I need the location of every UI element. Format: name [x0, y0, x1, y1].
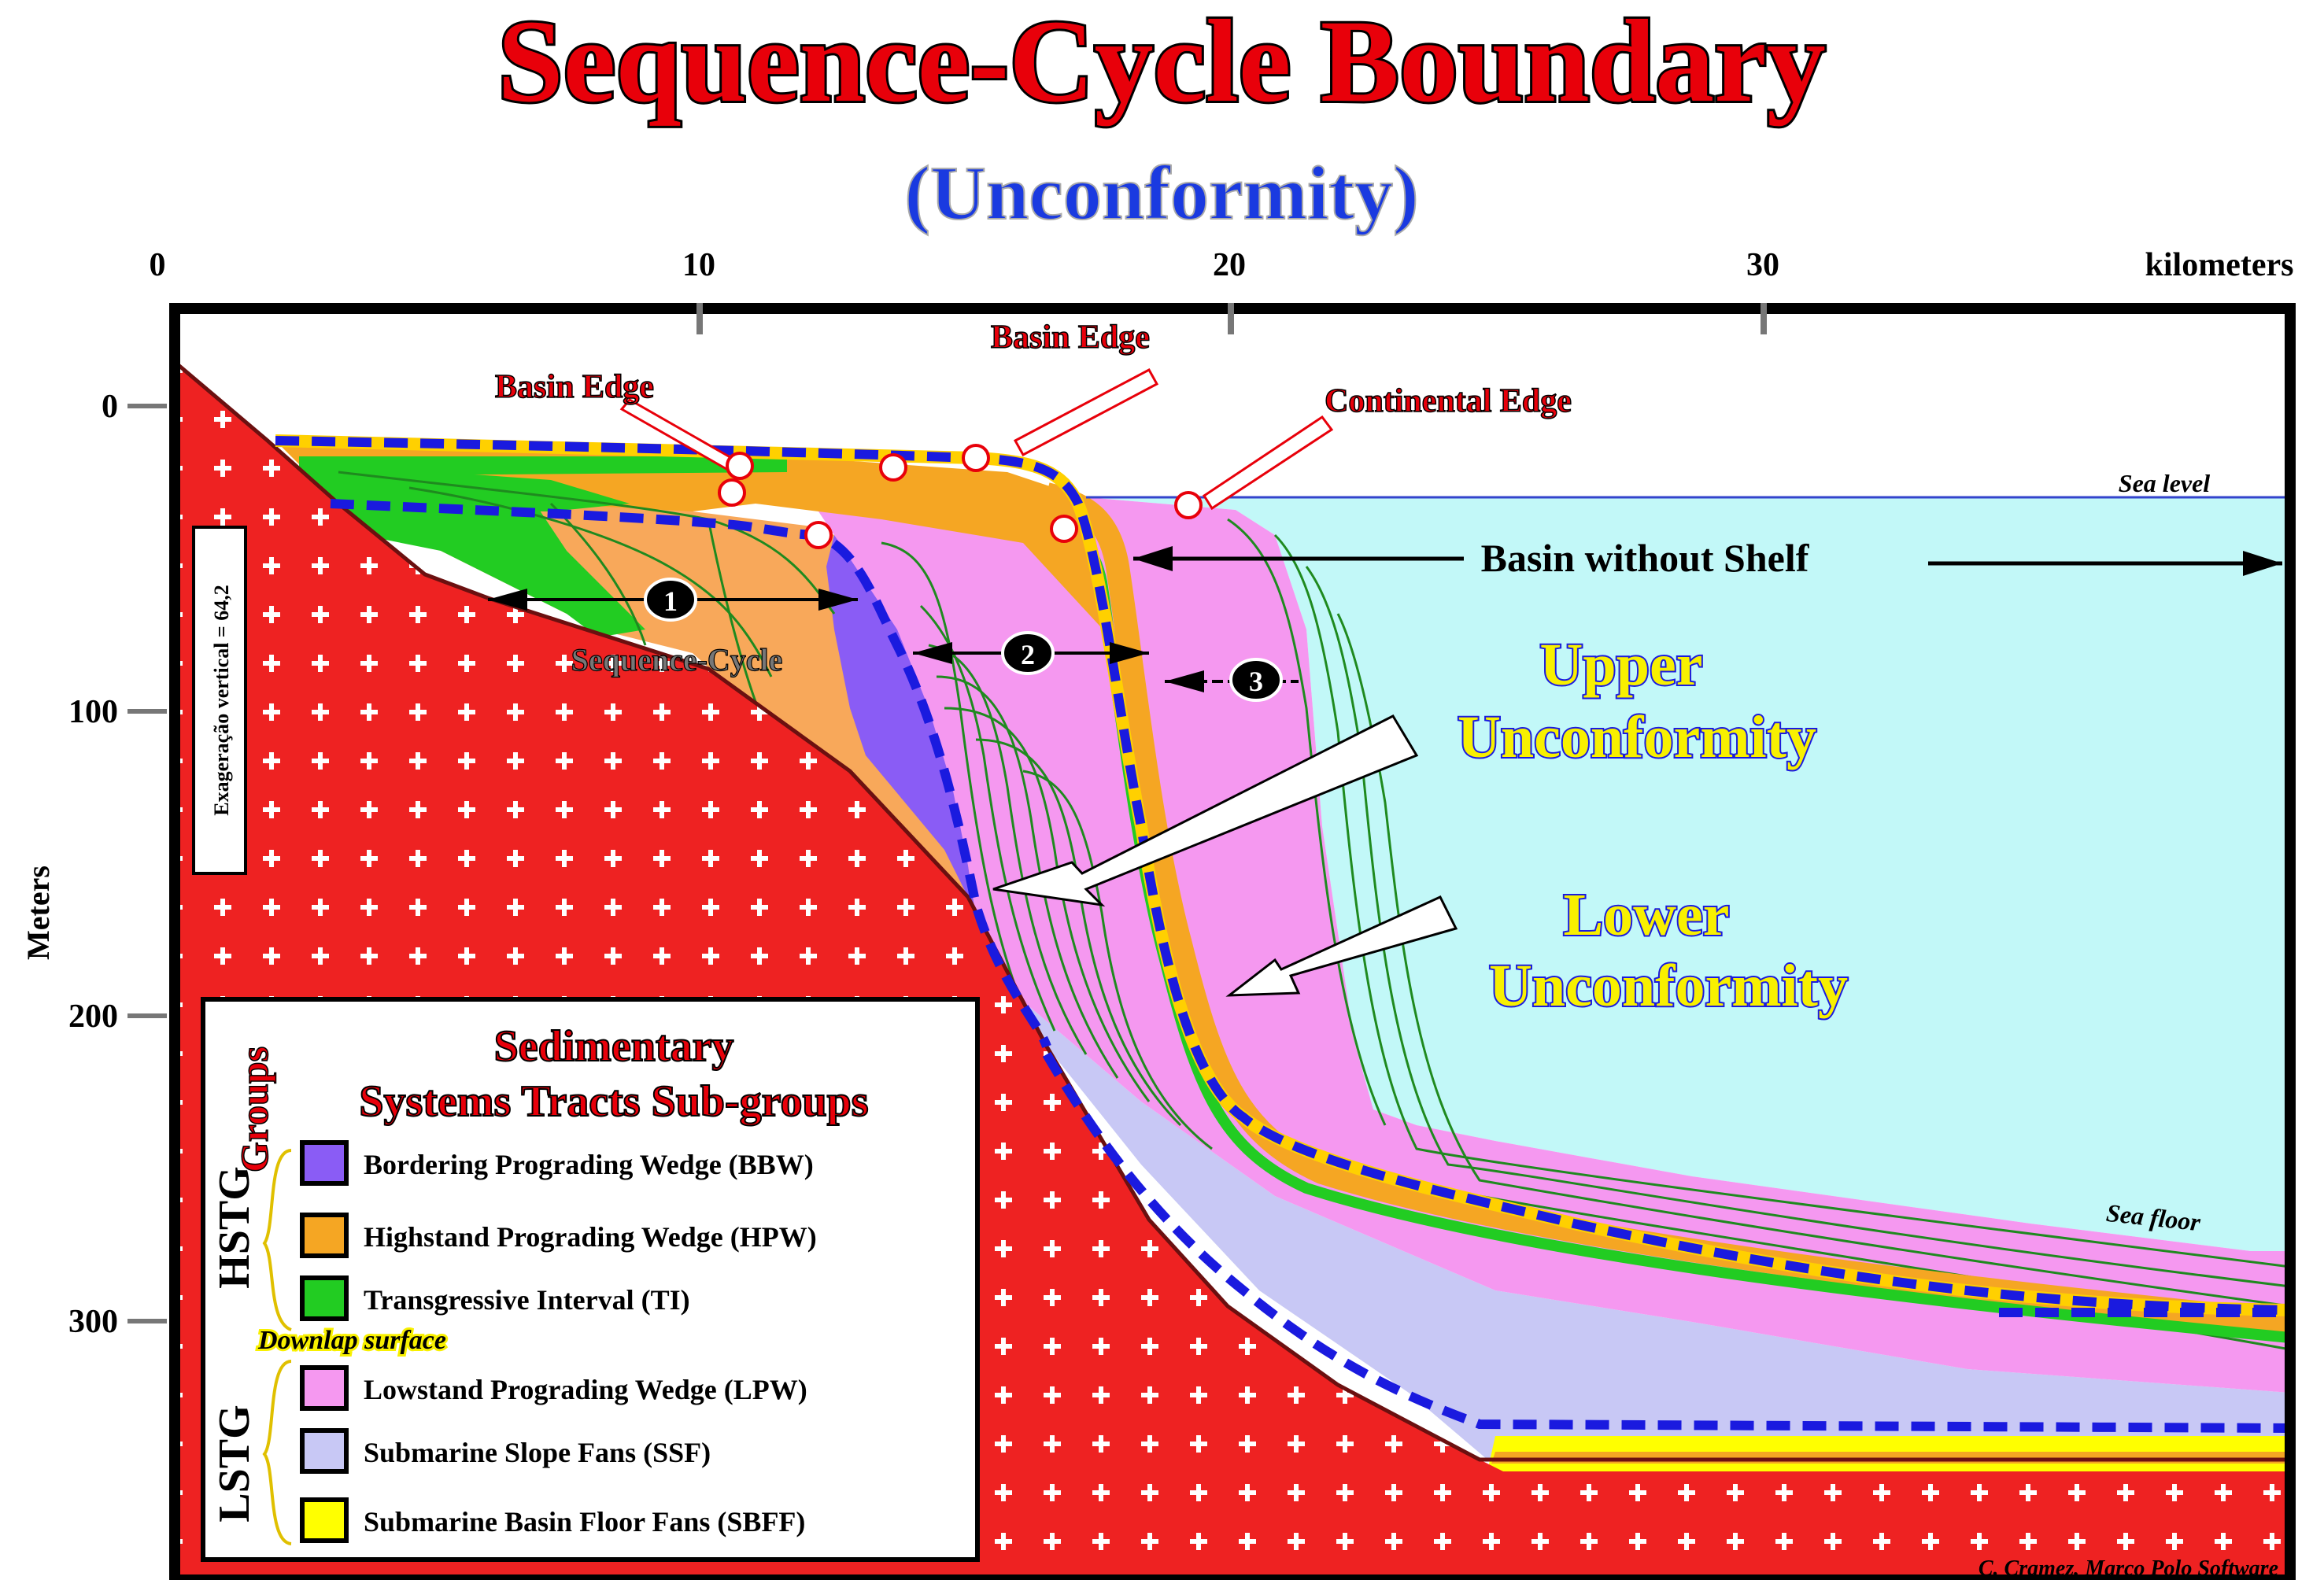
subtitle: (Unconformity) — [904, 151, 1418, 236]
legend-item: Submarine Basin Floor Fans (SBFF) — [300, 1497, 805, 1543]
bordering-wedge — [826, 535, 984, 968]
downlap-label: Downlap surface — [257, 1326, 446, 1355]
y-tick-label: 0 — [102, 389, 118, 425]
upper-unconformity-arrow — [992, 714, 1419, 907]
continental-edge-label: Continental Edge — [1325, 383, 1572, 419]
lstg-brace — [262, 1360, 292, 1545]
x-tick-label: 0 — [150, 247, 166, 283]
legend-item-label: Transgressive Interval (TI) — [364, 1284, 690, 1316]
legend-item: Bordering Prograding Wedge (BBW) — [300, 1140, 814, 1186]
hstg-brace — [262, 1149, 292, 1331]
x-tick-label: 10 — [682, 247, 715, 283]
legend-groups-label: Groups — [232, 1047, 276, 1172]
credit: C. Cramez, Marco Polo Software — [1979, 1556, 2278, 1580]
legend-item: Highstand Prograding Wedge (HPW) — [300, 1213, 817, 1258]
basin-without-shelf-label: Basin without Shelf — [1481, 536, 1810, 580]
exaggeration-box: Exageração vertical = 64,2 — [192, 526, 247, 875]
x-axis-unit: kilometers — [2145, 247, 2294, 283]
lower-unconformity-slope — [1042, 1051, 2290, 1433]
lower-unconformity-label-1: Lower — [1563, 882, 1729, 948]
basin-edge-callout-2: Basin Edge — [804, 319, 1159, 549]
legend-item: Lowstand Prograding Wedge (LPW) — [300, 1365, 807, 1411]
legend: Sedimentary Systems Tracts Sub-groups Gr… — [201, 997, 980, 1562]
legend-item-label: Submarine Slope Fans (SSF) — [364, 1437, 711, 1468]
lower-unconformity-arrow — [1225, 895, 1458, 997]
legend-title-1: Sedimentary — [494, 1022, 734, 1071]
continental-edge-callout: Continental Edge — [1174, 382, 1572, 519]
legend-item-label: Highstand Prograding Wedge (HPW) — [364, 1221, 817, 1253]
exaggeration-label: Exageração vertical = 64,2 — [210, 585, 233, 816]
legend-item-label: Submarine Basin Floor Fans (SBFF) — [364, 1506, 805, 1538]
internal-reflectors-upper — [338, 471, 836, 740]
lowstand-wedge — [818, 497, 2290, 1393]
lower-unconformity — [330, 499, 1051, 1049]
legend-hstg-label: HSTG — [210, 1166, 259, 1289]
legend-lstg-label: LSTG — [210, 1405, 259, 1522]
sea-water — [1086, 497, 2290, 1251]
y-tick-label: 100 — [68, 694, 118, 730]
upper-unconformity-label-1: Upper — [1540, 632, 1703, 698]
basement-surface — [175, 360, 2290, 1462]
transgressive-strip — [299, 456, 787, 476]
y-tick-label: 300 — [68, 1304, 118, 1340]
sequence-cycle-1 — [331, 496, 984, 968]
basin-without-shelf: Basin without Shelf — [1133, 536, 2282, 580]
legend-item: Submarine Slope Fans (SSF) — [300, 1428, 711, 1474]
slope-fans — [984, 968, 2290, 1460]
sea-level-label: Sea level — [2119, 469, 2211, 497]
y-tick-label: 200 — [68, 999, 118, 1035]
legend-item-label: Bordering Prograding Wedge (BBW) — [364, 1149, 814, 1180]
x-axis: 0 10 20 30 kilometers — [150, 247, 2294, 283]
sequence-cycle-marker-2: 2 — [913, 631, 1149, 675]
x-ticks — [696, 303, 1767, 334]
y-axis: 0 100 200 300 Meters — [20, 389, 167, 1340]
marker-1-label: 1 — [663, 585, 678, 617]
basin-edge-callout-1: Basin Edge — [494, 368, 754, 507]
marker-2-label: 2 — [1021, 639, 1035, 670]
legend-item-label: Lowstand Prograding Wedge (LPW) — [364, 1374, 807, 1405]
upper-unconformity-dash — [275, 436, 2290, 1315]
x-tick-label: 20 — [1213, 247, 1246, 283]
sequence-cycle-label: Sequence-Cycle — [571, 642, 783, 677]
marker-3-label: 3 — [1249, 666, 1263, 697]
basin-edge-label-2: Basin Edge — [991, 319, 1150, 356]
legend-item: Transgressive Interval (TI) — [300, 1275, 690, 1321]
sequence-cycle-marker-1: 1 — [488, 578, 858, 622]
lower-unconformity-label-2: Unconformity — [1489, 953, 1848, 1019]
basin-edge-label-1: Basin Edge — [495, 369, 654, 405]
y-axis-label: Meters — [20, 866, 56, 960]
x-tick-label: 30 — [1746, 247, 1779, 283]
sequence-cycle-marker-3: 3 — [1165, 658, 1299, 702]
upper-unconformity-label-2: Unconformity — [1458, 704, 1816, 770]
legend-title-2: Systems Tracts Sub-groups — [359, 1077, 868, 1126]
title: Sequence-Cycle Boundary — [497, 0, 1826, 127]
